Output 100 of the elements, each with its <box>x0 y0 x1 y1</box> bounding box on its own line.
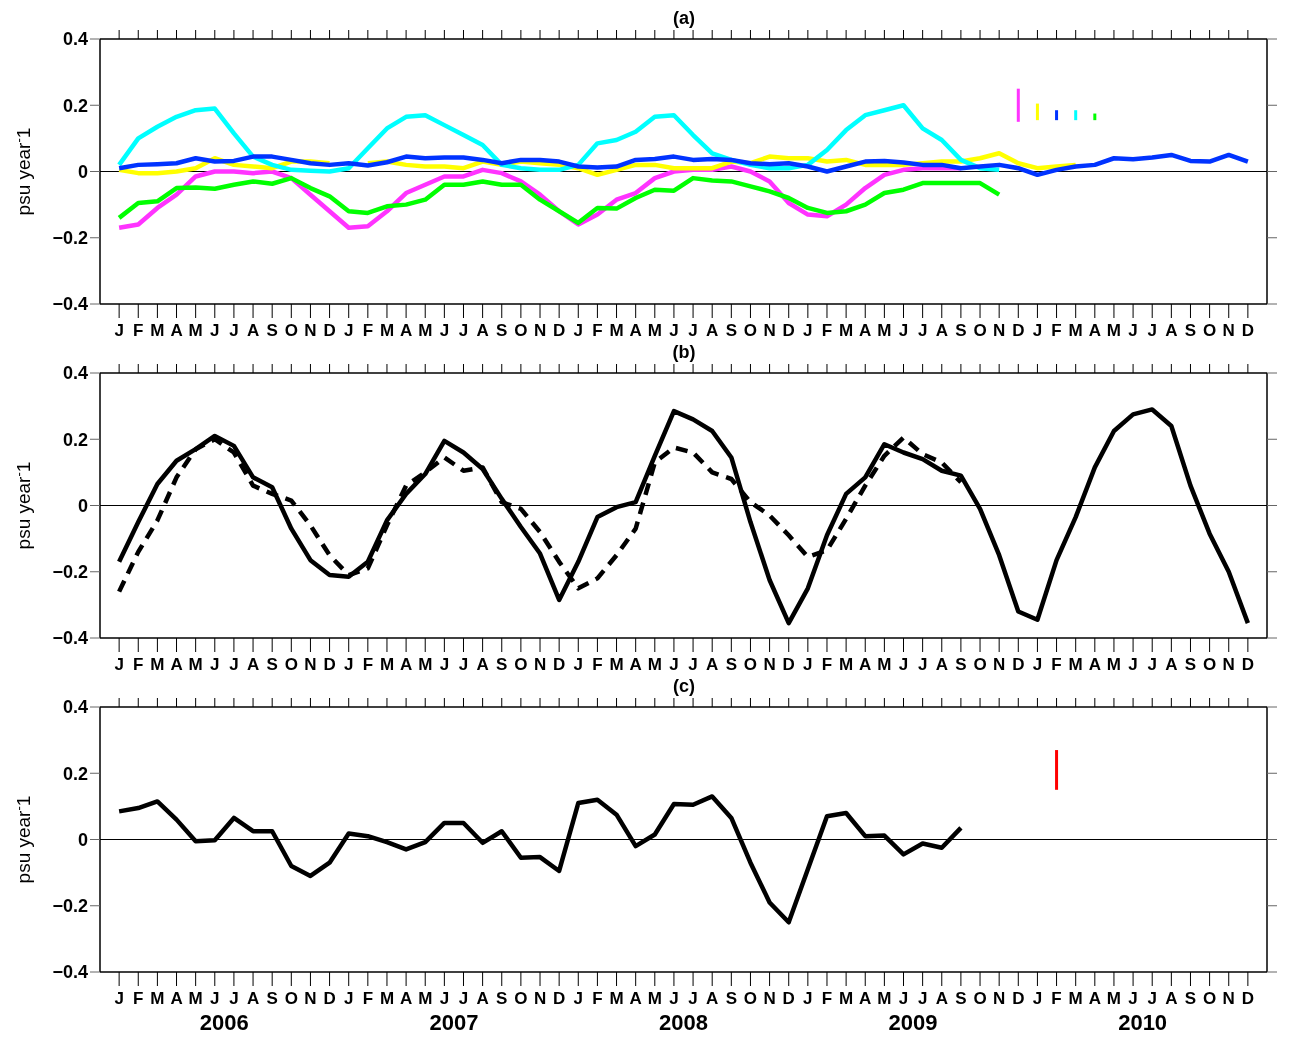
x-tick-label: F <box>1051 655 1062 675</box>
x-tick-label: M <box>839 989 854 1009</box>
x-tick-label: S <box>266 321 278 341</box>
line-series <box>116 175 1002 226</box>
x-tick-label: M <box>379 321 395 341</box>
x-tick-label: N <box>993 321 1006 341</box>
line-series <box>116 152 1251 178</box>
x-tick-label: J <box>803 989 813 1009</box>
x-tick-label: M <box>379 989 395 1009</box>
x-tick-label: S <box>1184 321 1197 341</box>
y-tick-label: −0.2 <box>52 896 88 917</box>
x-tick-label: M <box>647 655 662 675</box>
x-tick-label: N <box>993 989 1006 1009</box>
x-tick-label: J <box>573 989 584 1009</box>
x-tick-label: J <box>688 989 698 1009</box>
x-tick-label: D <box>323 321 336 341</box>
y-tick-label: −0.4 <box>52 962 88 983</box>
x-tick-label: O <box>514 321 528 341</box>
x-tick-label: O <box>1202 655 1217 675</box>
x-tick-label: A <box>476 989 489 1009</box>
x-tick-label: S <box>725 989 737 1009</box>
x-tick-label: M <box>418 989 433 1009</box>
x-tick-label: A <box>629 321 642 341</box>
x-tick-label: A <box>170 989 183 1009</box>
x-tick-label: A <box>935 655 948 675</box>
x-tick-label: J <box>917 321 928 341</box>
x-tick-label: M <box>1106 321 1122 341</box>
x-tick-label: A <box>399 655 413 675</box>
x-tick-label: J <box>458 989 469 1009</box>
x-tick-label: O <box>973 321 987 341</box>
x-tick-label: F <box>592 655 603 675</box>
x-tick-label: D <box>553 989 566 1009</box>
x-tick-label: F <box>821 655 833 675</box>
x-tick-label: A <box>1088 321 1101 341</box>
x-tick-label: S <box>1184 655 1197 675</box>
x-tick-label: J <box>458 655 469 675</box>
x-tick-label: A <box>706 321 719 341</box>
x-tick-label: A <box>629 989 642 1009</box>
x-tick-label: M <box>188 989 203 1009</box>
x-tick-label: J <box>114 989 124 1009</box>
x-tick-label: J <box>229 989 239 1009</box>
x-tick-label: A <box>1088 655 1101 675</box>
x-tick-label: O <box>973 989 987 1009</box>
x-tick-label: A <box>399 321 413 341</box>
y-tick-label: 0.2 <box>62 95 88 116</box>
x-tick-label: J <box>343 989 354 1009</box>
x-tick-label: O <box>1202 321 1217 341</box>
x-tick-label: M <box>839 321 854 341</box>
x-tick-label: F <box>133 655 144 675</box>
x-tick-label: D <box>1012 989 1025 1009</box>
x-tick-label: S <box>725 321 737 341</box>
x-tick-label: S <box>266 989 278 1009</box>
x-tick-label: N <box>304 321 317 341</box>
x-tick-label: A <box>706 989 719 1009</box>
x-tick-label: A <box>1165 655 1178 675</box>
x-tick-label: J <box>114 655 124 675</box>
chart-title: (c) <box>672 676 696 698</box>
x-tick-label: J <box>458 321 469 341</box>
x-tick-label: F <box>362 655 374 675</box>
x-tick-label: M <box>877 989 892 1009</box>
x-tick-label: J <box>917 655 928 675</box>
x-tick-label: M <box>609 321 624 341</box>
x-tick-label: A <box>399 989 413 1009</box>
x-tick-label: M <box>418 321 433 341</box>
x-tick-label: F <box>821 989 833 1009</box>
x-tick-label: M <box>1068 655 1083 675</box>
x-tick-label: J <box>210 989 220 1009</box>
x-tick-label: A <box>1165 989 1178 1009</box>
y-tick-label: −0.4 <box>52 628 88 649</box>
x-tick-label: O <box>743 655 758 675</box>
x-tick-label: D <box>782 989 795 1009</box>
x-tick-label: A <box>476 321 489 341</box>
x-tick-label: S <box>955 655 967 675</box>
x-tick-label: O <box>284 655 298 675</box>
x-tick-label: M <box>1106 655 1122 675</box>
x-tick-label: S <box>725 655 737 675</box>
x-tick-label: A <box>170 321 183 341</box>
x-tick-label: F <box>821 321 833 341</box>
x-tick-label: S <box>496 321 508 341</box>
x-tick-label: J <box>439 655 450 675</box>
x-tick-label: J <box>229 655 239 675</box>
x-tick-label: D <box>553 655 566 675</box>
x-tick-label: J <box>803 655 813 675</box>
x-tick-label: D <box>782 655 795 675</box>
x-tick-label: M <box>647 989 662 1009</box>
x-tick-label: S <box>496 655 508 675</box>
chart-title: (a) <box>672 8 696 30</box>
x-tick-label: N <box>1222 655 1235 675</box>
x-tick-label: J <box>669 321 679 341</box>
x-tick-label: D <box>1241 655 1255 675</box>
x-tick-label: J <box>439 989 450 1009</box>
x-tick-label: M <box>1106 989 1122 1009</box>
x-tick-label: A <box>935 989 948 1009</box>
x-tick-label: D <box>323 989 336 1009</box>
x-tick-label: J <box>898 989 909 1009</box>
x-tick-label: A <box>859 321 872 341</box>
x-tick-label: S <box>955 989 967 1009</box>
x-tick-label: M <box>609 655 624 675</box>
x-tick-label: O <box>973 655 987 675</box>
x-tick-label: J <box>114 321 124 341</box>
